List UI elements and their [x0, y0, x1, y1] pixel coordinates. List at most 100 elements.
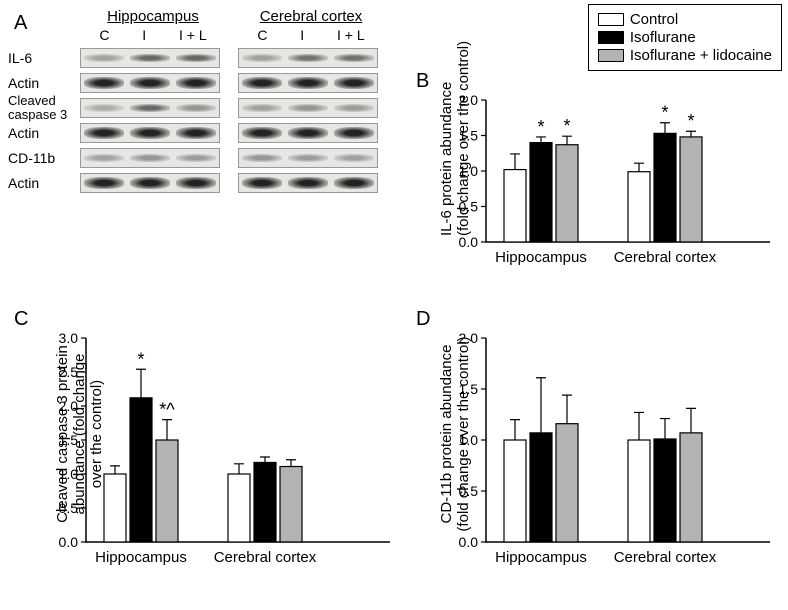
blot-band	[331, 99, 377, 117]
legend-label: Isoflurane	[630, 29, 696, 46]
legend-swatch	[598, 13, 624, 26]
chart-group-label: Cerebral cortex	[214, 549, 317, 566]
chart-bar	[130, 398, 152, 542]
legend-swatch	[598, 31, 624, 44]
chart-bar	[504, 170, 526, 242]
blot-row-label: Cleavedcaspase 3	[8, 94, 80, 121]
blot-band	[239, 99, 285, 117]
blot-row-label: IL-6	[8, 51, 80, 66]
legend-label: Isoflurane + lidocaine	[630, 47, 772, 64]
blot-band	[239, 174, 285, 192]
blot-band	[173, 149, 219, 167]
svg-text:0.0: 0.0	[459, 534, 479, 550]
chart-group-label: Hippocampus	[95, 549, 187, 566]
svg-text:*: *	[661, 103, 668, 123]
blot-band	[81, 99, 127, 117]
chart-ylabel-line: (fold change over the control)	[455, 332, 472, 536]
blot-band	[127, 49, 173, 67]
blot-lane-header: I	[142, 27, 146, 43]
svg-text:*: *	[137, 349, 144, 369]
blot-bands	[80, 48, 220, 68]
chart-ylabel-line: CD-11b protein abundance	[438, 332, 455, 536]
blot-band	[173, 74, 219, 92]
chart-bar	[680, 433, 702, 542]
blot-band	[81, 74, 127, 92]
svg-text:*: *	[563, 116, 570, 136]
blot-band	[127, 124, 173, 142]
blot-band	[127, 149, 173, 167]
chart-bar	[628, 172, 650, 242]
chart-group-label: Cerebral cortex	[614, 549, 717, 566]
blot-region-header: Hippocampus	[83, 8, 223, 25]
blot-row-label: Actin	[8, 126, 80, 141]
svg-text:*^: *^	[159, 400, 175, 420]
chart-bar	[680, 137, 702, 242]
blot-bands	[80, 173, 220, 193]
blot-band	[285, 149, 331, 167]
blot-lane-header: I	[300, 27, 304, 43]
blot-band	[331, 49, 377, 67]
chart-group-label: Hippocampus	[495, 549, 587, 566]
blot-band	[239, 124, 285, 142]
chart-bar	[628, 440, 650, 542]
chart-group-label: Cerebral cortex	[614, 249, 717, 266]
blot-bands	[238, 123, 378, 143]
blot-bands	[80, 73, 220, 93]
chart-bar	[654, 133, 676, 242]
chart-bar	[556, 145, 578, 242]
blot-band	[127, 74, 173, 92]
blot-bands	[80, 98, 220, 118]
chart-bar	[280, 467, 302, 542]
blot-band	[239, 49, 285, 67]
blot-lane-header: I + L	[179, 27, 207, 43]
blot-row-label: Actin	[8, 176, 80, 191]
blot-bands	[238, 73, 378, 93]
caspase3-chart: Cleaved caspase 3 proteinabundance (fold…	[8, 310, 400, 602]
chart-group-label: Hippocampus	[495, 249, 587, 266]
svg-text:*: *	[537, 117, 544, 137]
blot-band	[239, 149, 285, 167]
blot-band	[173, 99, 219, 117]
chart-ylabel-line: Cleaved caspase 3 protein	[54, 332, 71, 536]
blot-band	[81, 49, 127, 67]
chart-bar	[254, 462, 276, 542]
il6-chart: IL-6 protein abundance(fold change over …	[408, 72, 780, 302]
chart-bar	[156, 440, 178, 542]
blot-bands	[80, 123, 220, 143]
blot-band	[173, 49, 219, 67]
blot-band	[331, 174, 377, 192]
chart-bar	[530, 143, 552, 242]
western-blot-panel: Hippocampus C I I + L Cerebral cortex C I I + L…	[8, 8, 400, 298]
chart-ylabel-line: (fold change over the control)	[455, 94, 472, 236]
legend: ControlIsofluraneIsoflurane + lidocaine	[588, 4, 782, 71]
blot-band	[81, 149, 127, 167]
blot-band	[239, 74, 285, 92]
blot-band	[331, 124, 377, 142]
blot-band	[285, 174, 331, 192]
blot-bands	[238, 173, 378, 193]
chart-bar	[228, 474, 250, 542]
blot-row-label: CD-11b	[8, 151, 80, 166]
blot-band	[127, 99, 173, 117]
chart-ylabel-line: abundance (fold change	[71, 332, 88, 536]
blot-lane-header: C	[99, 27, 109, 43]
chart-ylabel-line: over the control)	[88, 332, 105, 536]
legend-swatch	[598, 49, 624, 62]
chart-bar	[530, 433, 552, 542]
blot-band	[285, 49, 331, 67]
blot-band	[173, 174, 219, 192]
legend-label: Control	[630, 11, 678, 28]
chart-bar	[104, 474, 126, 542]
svg-text:0.0: 0.0	[459, 234, 479, 250]
blot-band	[285, 74, 331, 92]
blot-bands	[238, 98, 378, 118]
blot-band	[331, 149, 377, 167]
blot-band	[331, 74, 377, 92]
cd11b-chart: CD-11b protein abundance(fold change ove…	[408, 310, 780, 602]
blot-bands	[238, 148, 378, 168]
blot-lane-header: C	[257, 27, 267, 43]
blot-lane-header: I + L	[337, 27, 365, 43]
blot-band	[285, 99, 331, 117]
svg-text:*: *	[687, 111, 694, 131]
blot-region-header: Cerebral cortex	[241, 8, 381, 25]
